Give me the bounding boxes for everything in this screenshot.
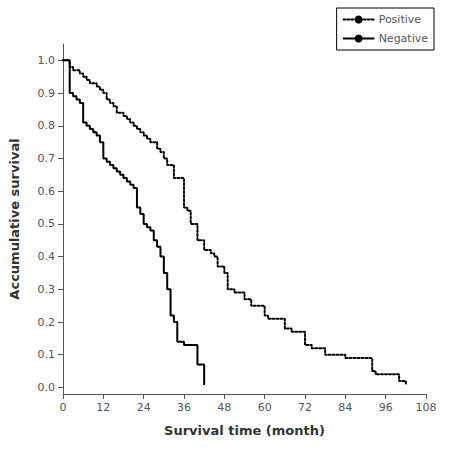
- svg-text:0.4: 0.4: [38, 250, 56, 263]
- svg-text:72: 72: [298, 401, 312, 414]
- svg-text:96: 96: [379, 401, 393, 414]
- svg-text:0.1: 0.1: [38, 348, 56, 361]
- svg-text:84: 84: [338, 401, 352, 414]
- svg-text:Positive: Positive: [379, 13, 422, 26]
- svg-text:0.6: 0.6: [38, 185, 56, 198]
- svg-text:0.8: 0.8: [38, 119, 56, 132]
- svg-text:0.7: 0.7: [38, 152, 56, 165]
- svg-text:0.2: 0.2: [38, 316, 56, 329]
- svg-text:108: 108: [416, 401, 437, 414]
- svg-text:1.0: 1.0: [38, 54, 56, 67]
- svg-text:0.5: 0.5: [38, 217, 56, 230]
- svg-text:Negative: Negative: [379, 32, 429, 45]
- svg-text:36: 36: [177, 401, 191, 414]
- svg-text:60: 60: [258, 401, 272, 414]
- svg-text:0.3: 0.3: [38, 283, 56, 296]
- svg-text:0.0: 0.0: [38, 381, 56, 394]
- svg-text:12: 12: [96, 401, 110, 414]
- svg-text:24: 24: [137, 401, 151, 414]
- svg-text:Survival time (month): Survival time (month): [164, 423, 325, 438]
- svg-text:0.9: 0.9: [38, 87, 56, 100]
- svg-text:Accumulative survival: Accumulative survival: [7, 138, 22, 299]
- svg-text:48: 48: [217, 401, 231, 414]
- svg-text:0: 0: [60, 401, 67, 414]
